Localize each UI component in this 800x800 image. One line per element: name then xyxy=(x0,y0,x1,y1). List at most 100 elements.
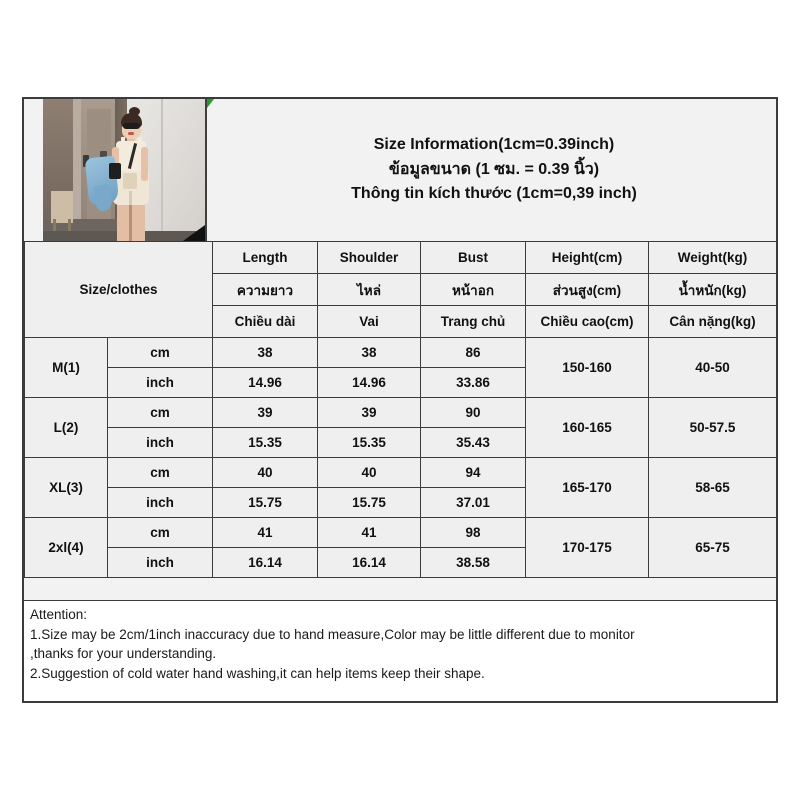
table-row: 2xl(4) cm 41 41 98 170-175 65-75 xyxy=(24,517,776,578)
table-row: inch 16.14 16.14 38.58 xyxy=(25,547,777,578)
photo-model-lips xyxy=(128,132,134,135)
col-header-bust-en: Bust xyxy=(420,241,526,274)
cell-length-cm-l: 39 xyxy=(212,397,318,428)
cell-shoulder-inch-l: 15.35 xyxy=(317,427,421,458)
header-vertical-divider xyxy=(205,99,207,241)
cell-bust-inch-xl: 37.01 xyxy=(420,487,526,518)
photo-chair-leg-right xyxy=(68,219,71,233)
title-line-en: Size Information(1cm=0.39inch) xyxy=(373,135,615,153)
photo-shorts-seam xyxy=(129,191,132,205)
photo-shorts-drawstring xyxy=(123,173,137,189)
unit-label-cm: cm xyxy=(107,397,213,428)
table-row: inch 15.75 15.75 37.01 xyxy=(25,487,777,518)
cell-bust-inch-l: 35.43 xyxy=(420,427,526,458)
cell-height-l: 160-165 xyxy=(525,397,649,458)
cell-length-cm-m: 38 xyxy=(212,337,318,368)
photo-sunglasses xyxy=(123,123,140,129)
cell-shoulder-cm-2xl: 41 xyxy=(317,517,421,548)
cell-bust-cm-xl: 94 xyxy=(420,457,526,488)
unit-label-cm: cm xyxy=(107,337,213,368)
photo-strap-right xyxy=(138,137,142,149)
unit-label-cm: cm xyxy=(107,457,213,488)
title-line-vi: Thông tin kích thước (1cm=0,39 inch) xyxy=(351,185,637,203)
col-header-bust-vi: Trang chủ xyxy=(420,305,526,338)
attention-block: Attention: 1.Size may be 2cm/1inch inacc… xyxy=(24,600,776,701)
size-table: Size/clothes Length Shoulder Bust Height… xyxy=(24,241,777,578)
col-header-height-en: Height(cm) xyxy=(525,241,649,274)
cell-shoulder-cm-xl: 40 xyxy=(317,457,421,488)
photo-corner-mark xyxy=(183,225,205,241)
green-marker-icon xyxy=(207,99,214,108)
table-header-row-th: ความยาว ไหล่ หน้าอก ส่วนสูง(cm) น้ำหนัก(… xyxy=(25,273,776,306)
table-header-row-en: Size/clothes Length Shoulder Bust Height… xyxy=(24,241,776,338)
table-row: M(1) cm 38 38 86 150-160 40-50 xyxy=(24,337,776,398)
photo-model-arm-left xyxy=(112,147,119,173)
cell-height-xl: 165-170 xyxy=(525,457,649,518)
size-label-l: L(2) xyxy=(24,397,108,458)
photo-door-frame xyxy=(73,99,83,241)
col-header-weight-vi: Cân nặng(kg) xyxy=(648,305,776,338)
photo-wall-seam xyxy=(161,99,163,241)
cell-length-cm-2xl: 41 xyxy=(212,517,318,548)
col-header-shoulder-en: Shoulder xyxy=(317,241,421,274)
cell-weight-2xl: 65-75 xyxy=(648,517,776,578)
cell-length-inch-2xl: 16.14 xyxy=(212,547,318,578)
unit-label-inch: inch xyxy=(107,427,213,458)
size-clothes-header: Size/clothes xyxy=(24,241,213,338)
cell-length-inch-l: 15.35 xyxy=(212,427,318,458)
cell-height-2xl: 170-175 xyxy=(525,517,649,578)
title-block: Size Information(1cm=0.39inch) ข้อมูลขนา… xyxy=(212,99,776,241)
table-row: inch 15.35 15.35 35.43 xyxy=(25,427,777,458)
col-header-weight-th: น้ำหนัก(kg) xyxy=(648,273,776,306)
attention-heading: Attention: xyxy=(30,607,88,622)
cell-bust-cm-2xl: 98 xyxy=(420,517,526,548)
cell-height-m: 150-160 xyxy=(525,337,649,398)
cell-length-cm-xl: 40 xyxy=(212,457,318,488)
cell-weight-m: 40-50 xyxy=(648,337,776,398)
table-header-row-vi: Chiều dài Vai Trang chủ Chiều cao(cm) Câ… xyxy=(25,305,776,338)
col-header-shoulder-th: ไหล่ xyxy=(317,273,421,306)
photo-model-leg-gap xyxy=(129,203,132,241)
unit-label-inch: inch xyxy=(107,487,213,518)
col-header-length-th: ความยาว xyxy=(212,273,318,306)
col-header-height-th: ส่วนสูง(cm) xyxy=(525,273,649,306)
cell-weight-l: 50-57.5 xyxy=(648,397,776,458)
size-label-xl: XL(3) xyxy=(24,457,108,518)
cell-shoulder-inch-m: 14.96 xyxy=(317,367,421,398)
chart-header-band: Size Information(1cm=0.39inch) ข้อมูลขนา… xyxy=(24,99,776,241)
cell-length-inch-xl: 15.75 xyxy=(212,487,318,518)
cell-shoulder-inch-2xl: 16.14 xyxy=(317,547,421,578)
attention-line-3: 2.Suggestion of cold water hand washing,… xyxy=(30,665,485,681)
photo-strap-left xyxy=(121,137,125,149)
col-header-length-vi: Chiều dài xyxy=(212,305,318,338)
photo-chair xyxy=(51,191,73,223)
col-header-weight-en: Weight(kg) xyxy=(648,241,776,274)
cell-bust-cm-l: 90 xyxy=(420,397,526,428)
cell-shoulder-cm-l: 39 xyxy=(317,397,421,428)
size-label-2xl: 2xl(4) xyxy=(24,517,108,578)
cell-bust-inch-m: 33.86 xyxy=(420,367,526,398)
table-row: inch 14.96 14.96 33.86 xyxy=(25,367,777,398)
photo-shoulder-bag xyxy=(109,163,121,179)
photo-model-arm-right xyxy=(141,147,148,181)
table-row: L(2) cm 39 39 90 160-165 50-57.5 xyxy=(24,397,776,458)
col-header-length-en: Length xyxy=(212,241,318,274)
photo-chair-leg-left xyxy=(53,219,56,233)
product-photo xyxy=(43,99,205,241)
cell-shoulder-cm-m: 38 xyxy=(317,337,421,368)
attention-line-1: 1.Size may be 2cm/1inch inaccuracy due t… xyxy=(30,626,635,642)
col-header-height-vi: Chiều cao(cm) xyxy=(525,305,649,338)
cell-bust-cm-m: 86 xyxy=(420,337,526,368)
cell-shoulder-inch-xl: 15.75 xyxy=(317,487,421,518)
table-row: XL(3) cm 40 40 94 165-170 58-65 xyxy=(24,457,776,518)
col-header-shoulder-vi: Vai xyxy=(317,305,421,338)
title-line-th: ข้อมูลขนาด (1 ซม. = 0.39 นิ้ว) xyxy=(388,160,600,178)
size-label-m: M(1) xyxy=(24,337,108,398)
unit-label-inch: inch xyxy=(107,547,213,578)
unit-label-cm: cm xyxy=(107,517,213,548)
cell-weight-xl: 58-65 xyxy=(648,457,776,518)
size-chart-frame: Size Information(1cm=0.39inch) ข้อมูลขนา… xyxy=(22,97,778,703)
cell-length-inch-m: 14.96 xyxy=(212,367,318,398)
photo-model-hair-bun xyxy=(129,107,140,116)
unit-label-inch: inch xyxy=(107,367,213,398)
